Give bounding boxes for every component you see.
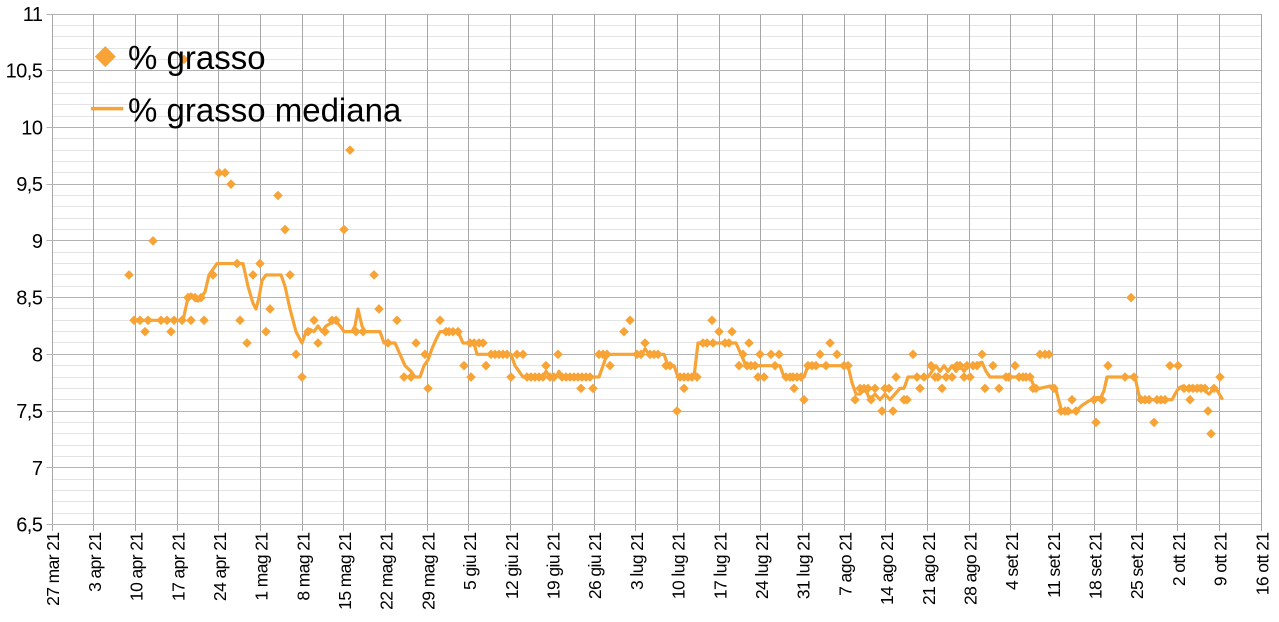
svg-text:16 ott 21: 16 ott 21: [1252, 533, 1272, 596]
svg-text:27 mar 21: 27 mar 21: [43, 533, 63, 606]
svg-text:29 mag 21: 29 mag 21: [418, 533, 438, 610]
svg-text:26 giu 21: 26 giu 21: [585, 533, 605, 600]
svg-text:3 apr 21: 3 apr 21: [85, 533, 105, 592]
svg-text:10,5: 10,5: [6, 61, 43, 83]
svg-text:10: 10: [21, 117, 43, 139]
svg-text:8: 8: [32, 344, 43, 366]
svg-text:7: 7: [32, 458, 43, 480]
svg-text:17 lug 21: 17 lug 21: [710, 533, 730, 600]
svg-text:17 apr 21: 17 apr 21: [168, 533, 188, 602]
svg-text:9 ott 21: 9 ott 21: [1211, 533, 1231, 587]
svg-text:% grasso: % grasso: [128, 39, 266, 76]
svg-text:10 lug 21: 10 lug 21: [669, 533, 689, 600]
svg-text:2 ott 21: 2 ott 21: [1169, 533, 1189, 587]
svg-text:28 ago 21: 28 ago 21: [960, 533, 980, 605]
svg-text:21 ago 21: 21 ago 21: [919, 533, 939, 605]
svg-text:5 giu 21: 5 giu 21: [460, 533, 480, 590]
svg-text:18 set 21: 18 set 21: [1086, 533, 1106, 600]
svg-text:7 ago 21: 7 ago 21: [835, 533, 855, 596]
svg-text:3 lug 21: 3 lug 21: [627, 533, 647, 590]
svg-text:1 mag 21: 1 mag 21: [252, 533, 272, 601]
svg-text:8,5: 8,5: [16, 288, 43, 310]
svg-text:12 giu 21: 12 giu 21: [502, 533, 522, 600]
svg-text:31 lug 21: 31 lug 21: [794, 533, 814, 600]
svg-text:14 ago 21: 14 ago 21: [877, 533, 897, 605]
svg-text:9: 9: [32, 231, 43, 253]
svg-text:4 set 21: 4 set 21: [1002, 533, 1022, 590]
svg-text:19 giu 21: 19 giu 21: [544, 533, 564, 600]
svg-text:11: 11: [23, 4, 43, 26]
svg-text:10 apr 21: 10 apr 21: [127, 533, 147, 602]
svg-text:7,5: 7,5: [16, 401, 43, 423]
svg-text:% grasso mediana: % grasso mediana: [128, 91, 402, 128]
svg-text:15 mag 21: 15 mag 21: [335, 533, 355, 610]
svg-text:24 apr 21: 24 apr 21: [210, 533, 230, 602]
svg-text:6,5: 6,5: [16, 515, 43, 537]
svg-text:11 set 21: 11 set 21: [1044, 533, 1064, 598]
svg-text:22 mag 21: 22 mag 21: [377, 533, 397, 610]
svg-text:9,5: 9,5: [16, 174, 43, 196]
svg-text:24 lug 21: 24 lug 21: [752, 533, 772, 600]
svg-text:8 mag 21: 8 mag 21: [293, 533, 313, 601]
svg-text:25 set 21: 25 set 21: [1127, 533, 1147, 600]
